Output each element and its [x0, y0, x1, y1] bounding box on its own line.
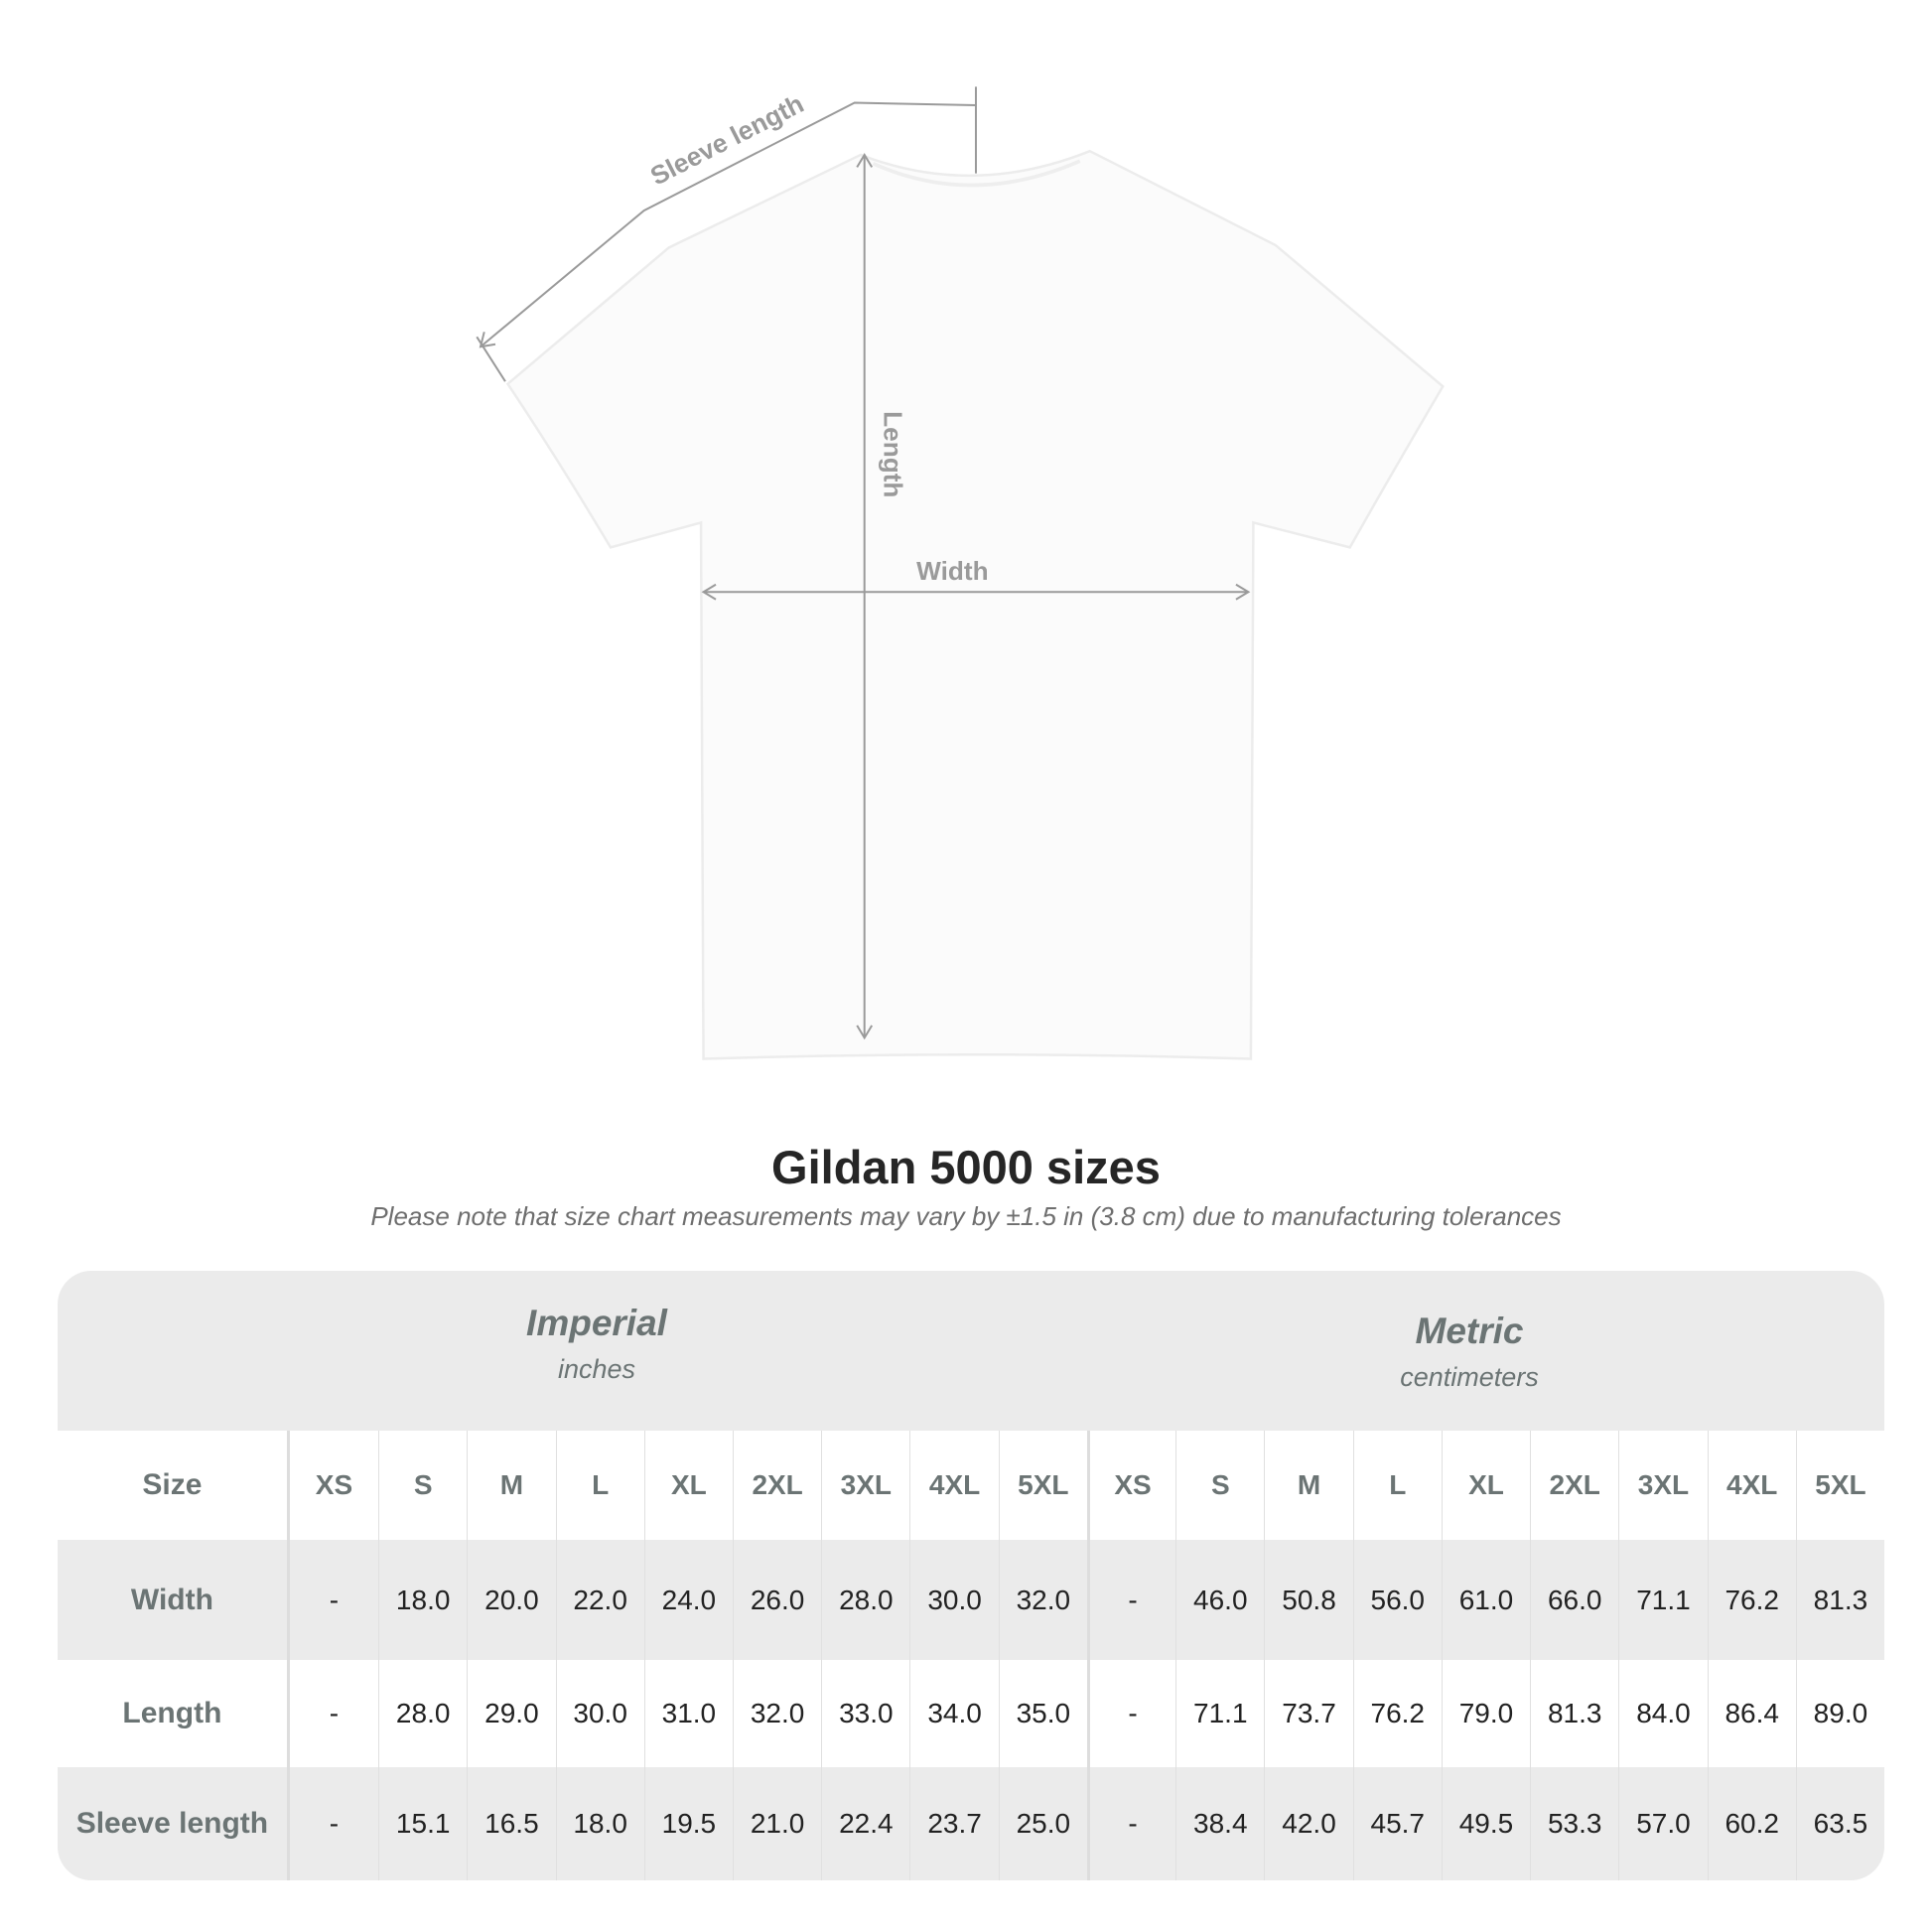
table-header: Imperial inches Metric centimeters: [58, 1271, 1884, 1431]
table-cell: 16.5: [467, 1767, 555, 1880]
size-header-cell: M: [467, 1431, 555, 1540]
size-header-cell: 2XL: [733, 1431, 821, 1540]
table-cell: 26.0: [733, 1540, 821, 1660]
size-header-cell: S: [378, 1431, 467, 1540]
table-cell: 53.3: [1530, 1767, 1618, 1880]
table-cell: 22.0: [555, 1540, 644, 1660]
table-cell: -: [329, 1808, 340, 1839]
size-header-cell: XL: [643, 1431, 733, 1540]
table-cell: 76.2: [1707, 1540, 1796, 1660]
table-cell: 73.7: [1264, 1660, 1352, 1767]
table-cell: 81.3: [1530, 1660, 1618, 1767]
table-cell: 23.7: [909, 1767, 998, 1880]
table-cell: -: [329, 1584, 340, 1615]
table-cell: 18.0: [378, 1540, 467, 1660]
table-cell: 35.0: [998, 1660, 1087, 1767]
metric-unit: centimeters: [1400, 1362, 1539, 1392]
table-cell: 45.7: [1352, 1767, 1442, 1880]
row-label: Sleeve length: [58, 1767, 290, 1880]
table-row: Width -18.0 20.0 22.0 24.0 26.0 28.0 30.0 32.0-4…: [58, 1540, 1884, 1660]
table-cell: 18.0: [555, 1767, 644, 1880]
table-cell: 31.0: [643, 1660, 733, 1767]
table-cell: 76.2: [1352, 1660, 1442, 1767]
table-cell: -: [329, 1698, 340, 1728]
metric-header: Metric centimeters: [1072, 1311, 1866, 1393]
table-cell: 86.4: [1707, 1660, 1796, 1767]
table-cell: 38.4: [1175, 1767, 1264, 1880]
size-header-cell: M: [1264, 1431, 1352, 1540]
table-cell: -: [1086, 1540, 1175, 1660]
table-cell: 46.0: [1175, 1540, 1264, 1660]
table-cell: 49.5: [1441, 1767, 1530, 1880]
table-cell: 57.0: [1618, 1767, 1707, 1880]
size-header-cell: XL: [1441, 1431, 1530, 1540]
table-cell: 71.1: [1175, 1660, 1264, 1767]
size-table: Imperial inches Metric centimeters Size X…: [58, 1271, 1884, 1880]
imperial-unit: inches: [557, 1354, 636, 1384]
row-label: Width: [58, 1540, 290, 1660]
table-cell: 22.4: [821, 1767, 909, 1880]
size-header-cell: 4XL: [1707, 1431, 1796, 1540]
size-header-cell: 3XL: [821, 1431, 909, 1540]
imperial-title: Imperial: [526, 1303, 667, 1343]
page-title: Gildan 5000 sizes: [771, 1141, 1161, 1193]
tshirt-shape: [505, 149, 1445, 1060]
row-label: Length: [58, 1660, 290, 1767]
table-cell: 32.0: [998, 1540, 1087, 1660]
table-cell: 84.0: [1618, 1660, 1707, 1767]
size-header-cell: 4XL: [909, 1431, 998, 1540]
metric-title: Metric: [1415, 1311, 1524, 1351]
table-cell: 81.3: [1795, 1540, 1884, 1660]
size-header-cell: 2XL: [1530, 1431, 1618, 1540]
table-cell: 25.0: [998, 1767, 1087, 1880]
table-cell: 66.0: [1530, 1540, 1618, 1660]
size-header-cell: XS: [315, 1469, 353, 1500]
table-cell: 71.1: [1618, 1540, 1707, 1660]
length-label: Length: [879, 411, 908, 497]
table-cell: 56.0: [1352, 1540, 1442, 1660]
table-cell: 15.1: [378, 1767, 467, 1880]
table-cell: 30.0: [909, 1540, 998, 1660]
table-cell: 61.0: [1441, 1540, 1530, 1660]
table-cell: 42.0: [1264, 1767, 1352, 1880]
table-cell: 21.0: [733, 1767, 821, 1880]
table-cell: 63.5: [1795, 1767, 1884, 1880]
size-header-cell: XS: [1086, 1431, 1175, 1540]
row-label: Size: [58, 1431, 290, 1540]
size-header-cell: 5XL: [1795, 1431, 1884, 1540]
table-cell: -: [1086, 1660, 1175, 1767]
table-cell: 28.0: [821, 1540, 909, 1660]
table-cell: 33.0: [821, 1660, 909, 1767]
table-cell: 28.0: [378, 1660, 467, 1767]
table-row: Length -28.0 29.0 30.0 31.0 32.0 33.0 34.0 35.0-…: [58, 1660, 1884, 1767]
size-header-cell: L: [1352, 1431, 1442, 1540]
table-cell: 30.0: [555, 1660, 644, 1767]
size-header-cell: L: [555, 1431, 644, 1540]
table-cell: 29.0: [467, 1660, 555, 1767]
table-row: Sleeve length - 15.1 16.5 18.0 19.5 21.0 22.4 23…: [58, 1767, 1884, 1880]
imperial-header: Imperial inches: [200, 1303, 994, 1385]
table-cell: 24.0: [643, 1540, 733, 1660]
tolerance-note: Please note that size chart measurements…: [370, 1201, 1562, 1231]
table-cell: 79.0: [1441, 1660, 1530, 1767]
table-cell: 89.0: [1795, 1660, 1884, 1767]
size-header-cell: S: [1175, 1431, 1264, 1540]
table-cell: 19.5: [643, 1767, 733, 1880]
table-cell: 20.0: [467, 1540, 555, 1660]
table-cell: 60.2: [1707, 1767, 1796, 1880]
size-header-cell: 5XL: [998, 1431, 1087, 1540]
table-cell: 32.0: [733, 1660, 821, 1767]
table-cell: 50.8: [1264, 1540, 1352, 1660]
table-cell: -: [1086, 1767, 1175, 1880]
size-header-cell: 3XL: [1618, 1431, 1707, 1540]
table-cell: 34.0: [909, 1660, 998, 1767]
size-header-row: Size XS S M L XL 2XL 3XL 4XL 5XL XS S M L XL 2XL 3XL 4XL 5…: [58, 1431, 1884, 1540]
sleeve-length-line: [480, 101, 976, 348]
width-label: Width: [916, 556, 988, 586]
